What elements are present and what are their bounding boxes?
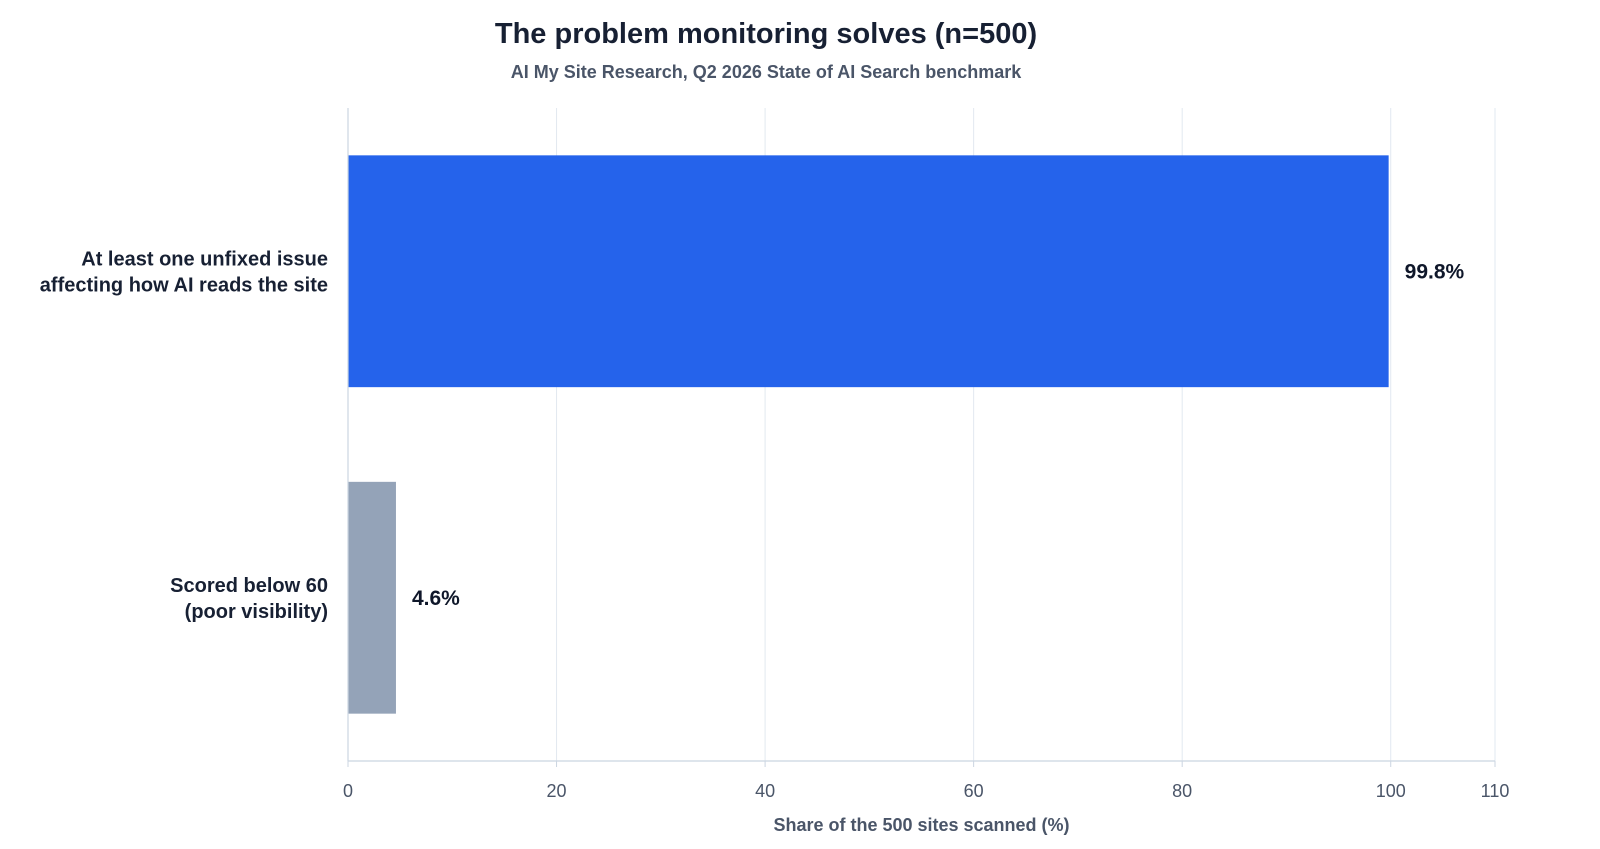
labels: 0 20 40 60 80 100 110 99.8% At least one unfixed… bbox=[40, 248, 1510, 801]
bar bbox=[348, 481, 396, 714]
category-label-line: At least one unfixed issue bbox=[81, 248, 328, 270]
x-tick-label: 20 bbox=[547, 781, 567, 801]
category-label-line: Scored below 60 bbox=[170, 575, 328, 597]
x-axis-title: Share of the 500 sites scanned (%) bbox=[773, 815, 1069, 835]
category-label-line: (poor visibility) bbox=[185, 601, 328, 623]
x-tick-label: 80 bbox=[1172, 781, 1192, 801]
category-label-line: affecting how AI reads the site bbox=[40, 274, 328, 296]
x-tick-label: 60 bbox=[964, 781, 984, 801]
bar bbox=[348, 155, 1389, 388]
bars bbox=[348, 155, 1389, 714]
bar-value-label: 99.8% bbox=[1405, 260, 1465, 283]
chart-title: The problem monitoring solves (n=500) bbox=[494, 18, 1038, 50]
chart-subtitle: AI My Site Research, Q2 2026 State of AI… bbox=[510, 62, 1022, 82]
category-label: Scored below 60 (poor visibility) bbox=[170, 575, 328, 623]
x-tick-label: 110 bbox=[1481, 781, 1510, 801]
category-label: At least one unfixed issue affecting how … bbox=[40, 248, 328, 296]
x-tick-label: 0 bbox=[343, 781, 353, 801]
x-tick-label: 100 bbox=[1376, 781, 1406, 801]
axes bbox=[347, 108, 1496, 767]
bar-value-label: 4.6% bbox=[412, 587, 460, 610]
grid-lines bbox=[556, 108, 1496, 761]
x-tick-label: 40 bbox=[755, 781, 775, 801]
